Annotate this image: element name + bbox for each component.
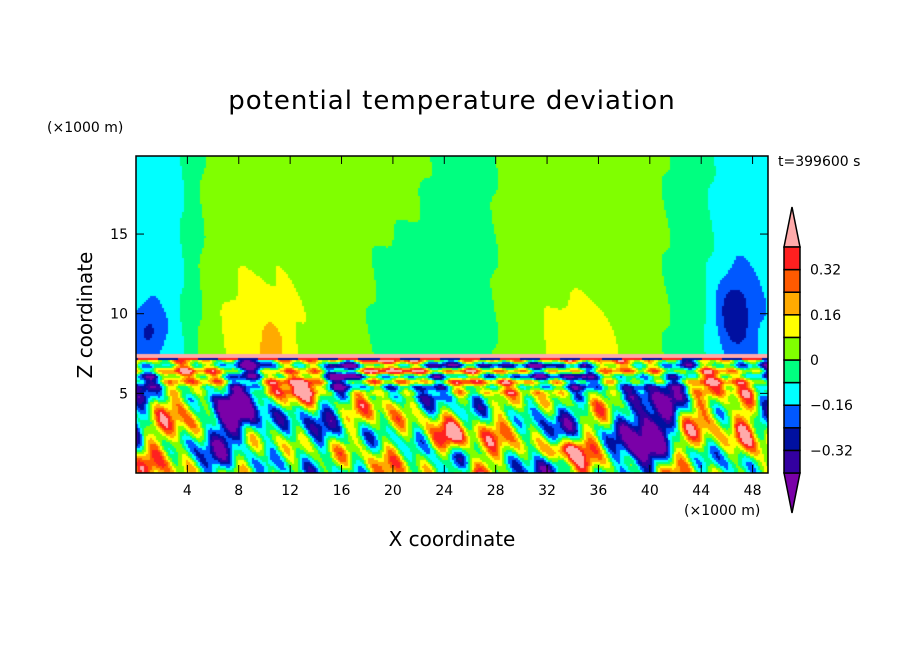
colorbar-label: 0.16 — [810, 308, 841, 324]
colorbar-box — [783, 314, 801, 339]
colorbar-extend-max — [783, 206, 801, 248]
chart-title: potential temperature deviation — [228, 86, 676, 116]
colorbar-box — [783, 381, 801, 406]
colorbar-box — [783, 246, 801, 271]
x-axis-unit: (×1000 m) — [684, 503, 761, 519]
colorbar-extend-min — [783, 472, 801, 514]
x-tick-label: 20 — [384, 483, 402, 499]
colorbar-box — [783, 427, 801, 452]
x-tick-label: 4 — [183, 483, 192, 499]
colorbar-box — [783, 291, 801, 316]
contour-field — [136, 156, 768, 473]
x-tick-label: 32 — [538, 483, 556, 499]
x-tick-label: 16 — [333, 483, 351, 499]
colorbar-label: −0.16 — [810, 398, 853, 414]
colorbar-label: −0.32 — [810, 443, 853, 459]
time-annotation: t=399600 s — [778, 154, 861, 170]
colorbar-box — [783, 268, 801, 293]
x-tick-label: 36 — [590, 483, 608, 499]
y-tick-label: 5 — [119, 386, 128, 402]
colorbar-label: 0.32 — [810, 263, 841, 279]
y-tick-label: 15 — [110, 227, 128, 243]
colorbar-label: 0 — [810, 353, 819, 369]
y-tick-label: 10 — [110, 307, 128, 323]
x-tick-label: 44 — [692, 483, 710, 499]
colorbar-box — [783, 336, 801, 361]
x-axis-label: X coordinate — [388, 527, 516, 551]
x-tick-label: 28 — [487, 483, 505, 499]
x-tick-label: 40 — [641, 483, 659, 499]
x-tick-label: 48 — [744, 483, 762, 499]
x-tick-label: 24 — [435, 483, 453, 499]
colorbar-box — [783, 404, 801, 429]
colorbar-box — [783, 359, 801, 384]
y-axis-unit: (×1000 m) — [47, 120, 124, 136]
colorbar-box — [783, 449, 801, 474]
plot-frame — [135, 155, 769, 474]
x-tick-label: 12 — [281, 483, 299, 499]
x-tick-label: 8 — [234, 483, 243, 499]
